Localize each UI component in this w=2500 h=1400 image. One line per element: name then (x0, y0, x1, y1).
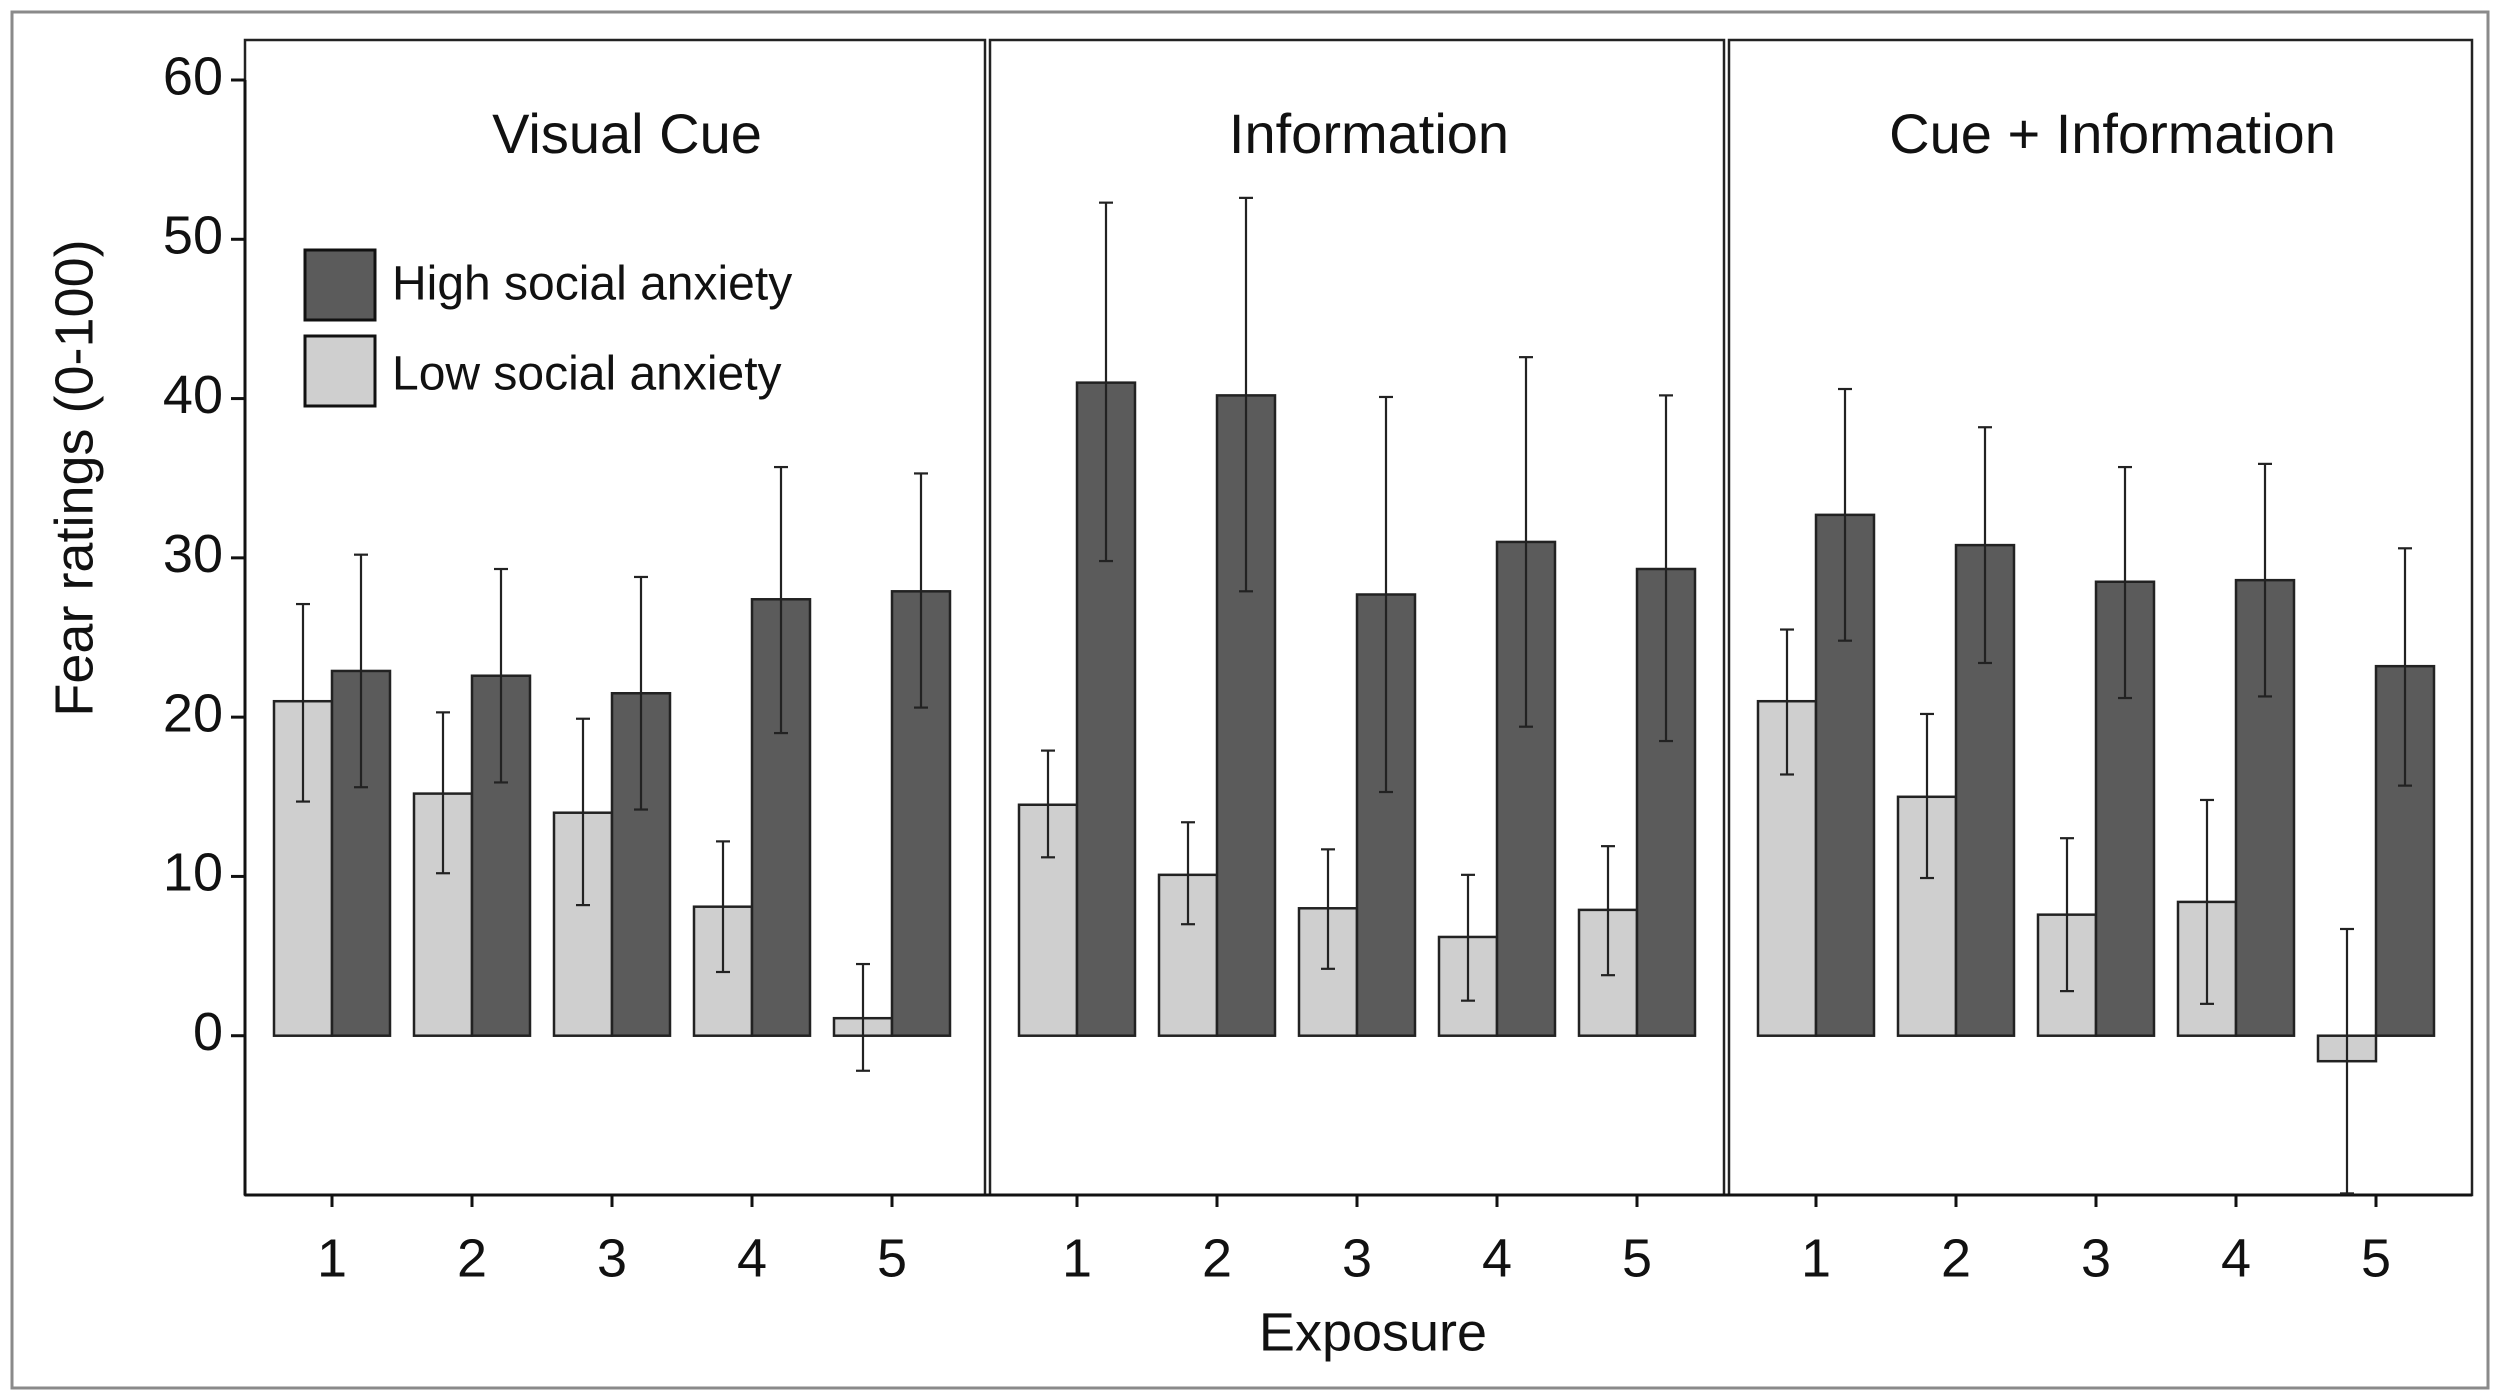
panel-title: Cue + Information (1889, 102, 2336, 165)
panel-title: Visual Cue (492, 102, 762, 165)
y-tick-label: 50 (163, 206, 223, 266)
legend: High social anxiety Low social anxiety (303, 248, 792, 408)
legend-label-high: High social anxiety (392, 258, 792, 311)
x-tick-label: 1 (1801, 1228, 1831, 1288)
y-axis-label: Fear ratings (0-100) (44, 239, 104, 716)
y-tick-label: 10 (163, 843, 223, 903)
x-tick-label: 4 (2221, 1228, 2251, 1288)
panel-title: Information (1229, 102, 1509, 165)
y-tick-label: 40 (163, 365, 223, 425)
x-tick-label: 1 (317, 1228, 347, 1288)
legend-swatch-high (303, 248, 377, 322)
legend-swatch-low (303, 334, 377, 408)
x-tick-label: 5 (2361, 1228, 2391, 1288)
chart: 0 10 20 30 40 50 60 Visual Cue 1 2 3 4 5 Information 1… (163, 38, 2474, 1288)
x-tick-label: 5 (877, 1228, 907, 1288)
x-axis-label: Exposure (1259, 1302, 1487, 1362)
x-tick-label: 1 (1062, 1228, 1092, 1288)
x-tick-label: 4 (1482, 1228, 1512, 1288)
y-tick-label: 30 (163, 524, 223, 584)
y-tick-label: 60 (163, 46, 223, 106)
x-tick-label: 5 (1622, 1228, 1652, 1288)
x-tick-label: 2 (1941, 1228, 1971, 1288)
x-tick-label: 3 (1342, 1228, 1372, 1288)
x-tick-label: 2 (1202, 1228, 1232, 1288)
x-tick-label: 4 (737, 1228, 767, 1288)
y-tick-label: 0 (193, 1002, 223, 1062)
legend-label-low: Low social anxiety (392, 348, 782, 401)
y-tick-label: 20 (163, 683, 223, 743)
x-tick-label: 2 (457, 1228, 487, 1288)
x-tick-label: 3 (2081, 1228, 2111, 1288)
x-tick-label: 3 (597, 1228, 627, 1288)
